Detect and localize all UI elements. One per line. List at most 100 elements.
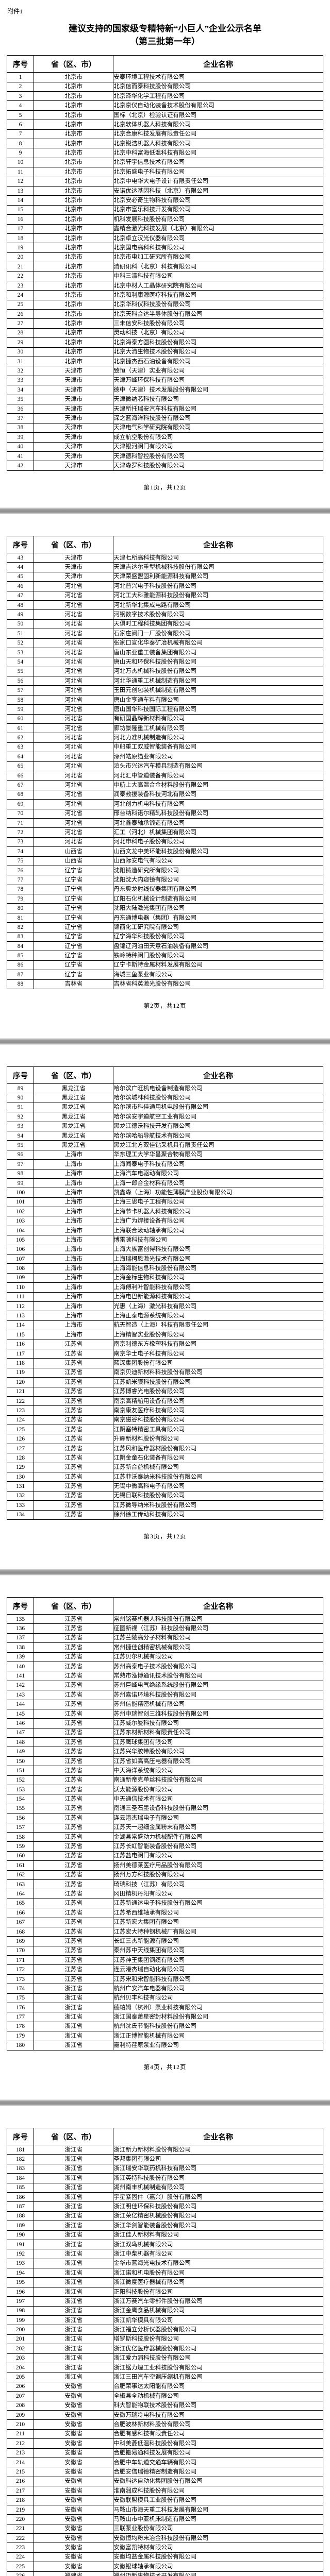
table-row: 205 浙江省 浙江三田汽车空调压缩机有限公司: [6, 2372, 323, 2382]
province-cell: 北京市: [34, 271, 114, 281]
company-cell: 无锡日联科技股份有限公司: [113, 1490, 323, 1501]
table-row: 125 江苏省 江阴塞特精密工具有限公司: [6, 1425, 323, 1435]
table-row: 79 辽宁省 辽阳石化机械设计制造有限公司: [6, 894, 323, 904]
serial-cell: 11: [6, 167, 35, 177]
company-cell: 德中（天津）技术发展股份有限公司: [113, 385, 323, 395]
company-cell: 丹东通博电器（集团）有限公司: [113, 912, 323, 923]
serial-cell: 60: [6, 714, 35, 724]
serial-cell: 87: [6, 970, 35, 980]
company-cell: 南京华士电子科技有限公司: [113, 1348, 323, 1359]
table-row: 215 安徽省 合肥安信瑞德精密制造有限公司: [6, 2467, 323, 2477]
table-row: 170 江苏省 泰州苏中天线集团有限公司: [6, 1945, 323, 1956]
page-5: 序号 省（区、市） 企业名称 181 浙江省 浙江新力新材料股份有限公司 182 浙江省 圣邦集…: [0, 2106, 330, 2576]
province-cell: 江苏省: [34, 1822, 114, 1833]
company-cell: 玉田元创包装机械制造有限公司: [113, 685, 323, 696]
serial-cell: 149: [6, 1747, 35, 1757]
company-cell: 江苏神王集团钢缆有限公司: [113, 1955, 323, 1965]
company-cell: 中天通信技术有限公司: [113, 1794, 323, 1804]
company-cell: 天津森罗科技股份有限公司: [113, 461, 323, 471]
serial-cell: 139: [6, 1652, 35, 1662]
table-row: 100 上海市 凯鑫森（上海）功能性薄膜产业股份有限公司: [6, 1188, 323, 1198]
serial-cell: 187: [6, 2201, 35, 2212]
table-row: 45 天津市 天津荣盛盟固利新能源科技有限公司: [6, 571, 323, 582]
company-cell: 圣邦集团有限公司: [113, 2154, 323, 2164]
serial-cell: 158: [6, 1832, 35, 1842]
serial-cell: 133: [6, 1500, 35, 1511]
company-cell: 浙江中柴机器有限公司: [113, 2249, 323, 2259]
company-cell: 唐山金亨通车料有限公司: [113, 694, 323, 705]
company-cell: 常州铭赛机器人科技股份有限公司: [113, 1614, 323, 1624]
serial-cell: 131: [6, 1481, 35, 1492]
company-cell: 河北万杰机械科技股份有限公司: [113, 666, 323, 677]
table-row: 74 山西省 山西文龙中美环能科技股份有限公司: [6, 846, 323, 857]
province-cell: 安徽省: [34, 2429, 114, 2439]
table-body: 43 天津市 天津七所高科技有限公司 44 天津市 天津吉达尔重型机械科技股份有限公司 45…: [6, 552, 323, 989]
company-cell: 河北鑫泰轴承锻造有限公司: [113, 818, 323, 828]
province-cell: 浙江省: [34, 2277, 114, 2287]
province-cell: 浙江省: [34, 2362, 114, 2373]
serial-cell: 93: [6, 1121, 35, 1131]
table-row: 176 浙江省 德帕姆（杭州）泵业科技有限公司: [6, 2003, 323, 2013]
serial-cell: 29: [6, 337, 35, 348]
province-cell: 浙江省: [34, 2040, 114, 2050]
table-row: 9 北京市 北京中科富海低温科技有限公司: [6, 148, 323, 158]
company-cell: 上海广为焊接设备有限公司: [113, 1216, 323, 1226]
column-header-1: 省（区、市）: [34, 536, 114, 553]
company-cell: 合肥波林新材料股份有限公司: [113, 2419, 323, 2430]
table-row: 126 江苏省 升辉新材料股份有限公司: [6, 1434, 323, 1444]
company-cell: 上海正泰电源系统有限公司: [113, 1311, 323, 1321]
serial-cell: 102: [6, 1207, 35, 1217]
table-row: 47 河北省 河北工大科雅能源科技股份有限公司: [6, 590, 323, 601]
province-cell: 河北省: [34, 704, 114, 715]
province-cell: 河北省: [34, 600, 114, 611]
province-cell: 上海市: [34, 1330, 114, 1340]
company-cell: 天津万峰环保科技有限公司: [113, 375, 323, 386]
table-row: 166 江苏省 江苏希西维轴承有限公司: [6, 1908, 323, 1918]
province-cell: 江苏省: [34, 1690, 114, 1700]
serial-cell: 106: [6, 1244, 35, 1255]
table-row: 23 北京市 北京中材人工晶体研究院有限公司: [6, 280, 323, 291]
table-row: 154 江苏省 中天通信技术有限公司: [6, 1794, 323, 1804]
company-table: 序号 省（区、市） 企业名称 89 黑龙江省 哈尔滨广旺机电设备制造有限公司 90 黑龙江省哈…: [6, 1066, 323, 1520]
table-row: 83 辽宁省 辽宁海华科技股份有限公司: [6, 931, 323, 942]
serial-cell: 170: [6, 1945, 35, 1956]
company-cell: 天津微纳芯科技有限公司: [113, 394, 323, 404]
province-cell: 河北省: [34, 752, 114, 762]
table-row: 177 浙江省 浙江国泰萧星密封材料股份有限公司: [6, 2012, 323, 2022]
company-cell: 南京磁谷科技股份有限公司: [113, 1415, 323, 1426]
province-cell: 北京市: [34, 252, 114, 263]
page-divider: [0, 507, 330, 514]
province-cell: 辽宁省: [34, 912, 114, 923]
table-row: 204 浙江省 浙江锯力煌工业科技股份有限公司: [6, 2362, 323, 2373]
company-cell: 浙江福立分析仪器股份有限公司: [113, 2325, 323, 2335]
province-cell: 浙江省: [34, 2201, 114, 2212]
company-cell: 北京软体机器人科技有限公司: [113, 120, 323, 130]
serial-cell: 43: [6, 552, 35, 563]
table-row: 57 河北省 玉田元创包装机械制造有限公司: [6, 685, 323, 696]
company-cell: 升辉新材料股份有限公司: [113, 1434, 323, 1444]
company-cell: 张家口宣化华泰矿冶机械有限公司: [113, 638, 323, 648]
table-row: 66 河北省 河北汇中管道装备有限公司: [6, 770, 323, 781]
company-cell: 徐州徐工传动科技有限公司: [113, 1510, 323, 1520]
province-cell: 辽宁省: [34, 931, 114, 942]
table-row: 69 河北省 河北创力机电科技有限公司: [6, 799, 323, 809]
serial-cell: 169: [6, 1936, 35, 1946]
serial-cell: 78: [6, 884, 35, 895]
province-cell: 上海市: [34, 1282, 114, 1293]
company-cell: 冈田精机丹阳有限公司: [113, 1889, 323, 1899]
province-cell: 天津市: [34, 432, 114, 443]
province-cell: 河北省: [34, 733, 114, 743]
province-cell: 北京市: [34, 148, 114, 158]
company-cell: 塔罗斯科技股份有限公司: [113, 2334, 323, 2345]
table-row: 165 江苏省 江苏新通达电子科技股份有限公司: [6, 1898, 323, 1909]
province-cell: 北京市: [34, 91, 114, 101]
table-row: 53 河北省 唐山东亚重工装备集团有限公司: [6, 647, 323, 658]
province-cell: 辽宁省: [34, 960, 114, 971]
province-cell: 辽宁省: [34, 884, 114, 895]
company-cell: 锦西化工研究院有限公司: [113, 922, 323, 933]
company-cell: 湖州南丰机械制造有限公司: [113, 2182, 323, 2193]
province-cell: 福建省: [34, 2571, 114, 2576]
table-row: 75 山西省 山西际安电气有限公司: [6, 856, 323, 866]
table-row: 29 北京市 北京海泰方圆科技股份有限公司: [6, 337, 323, 348]
serial-cell: 189: [6, 2221, 35, 2231]
